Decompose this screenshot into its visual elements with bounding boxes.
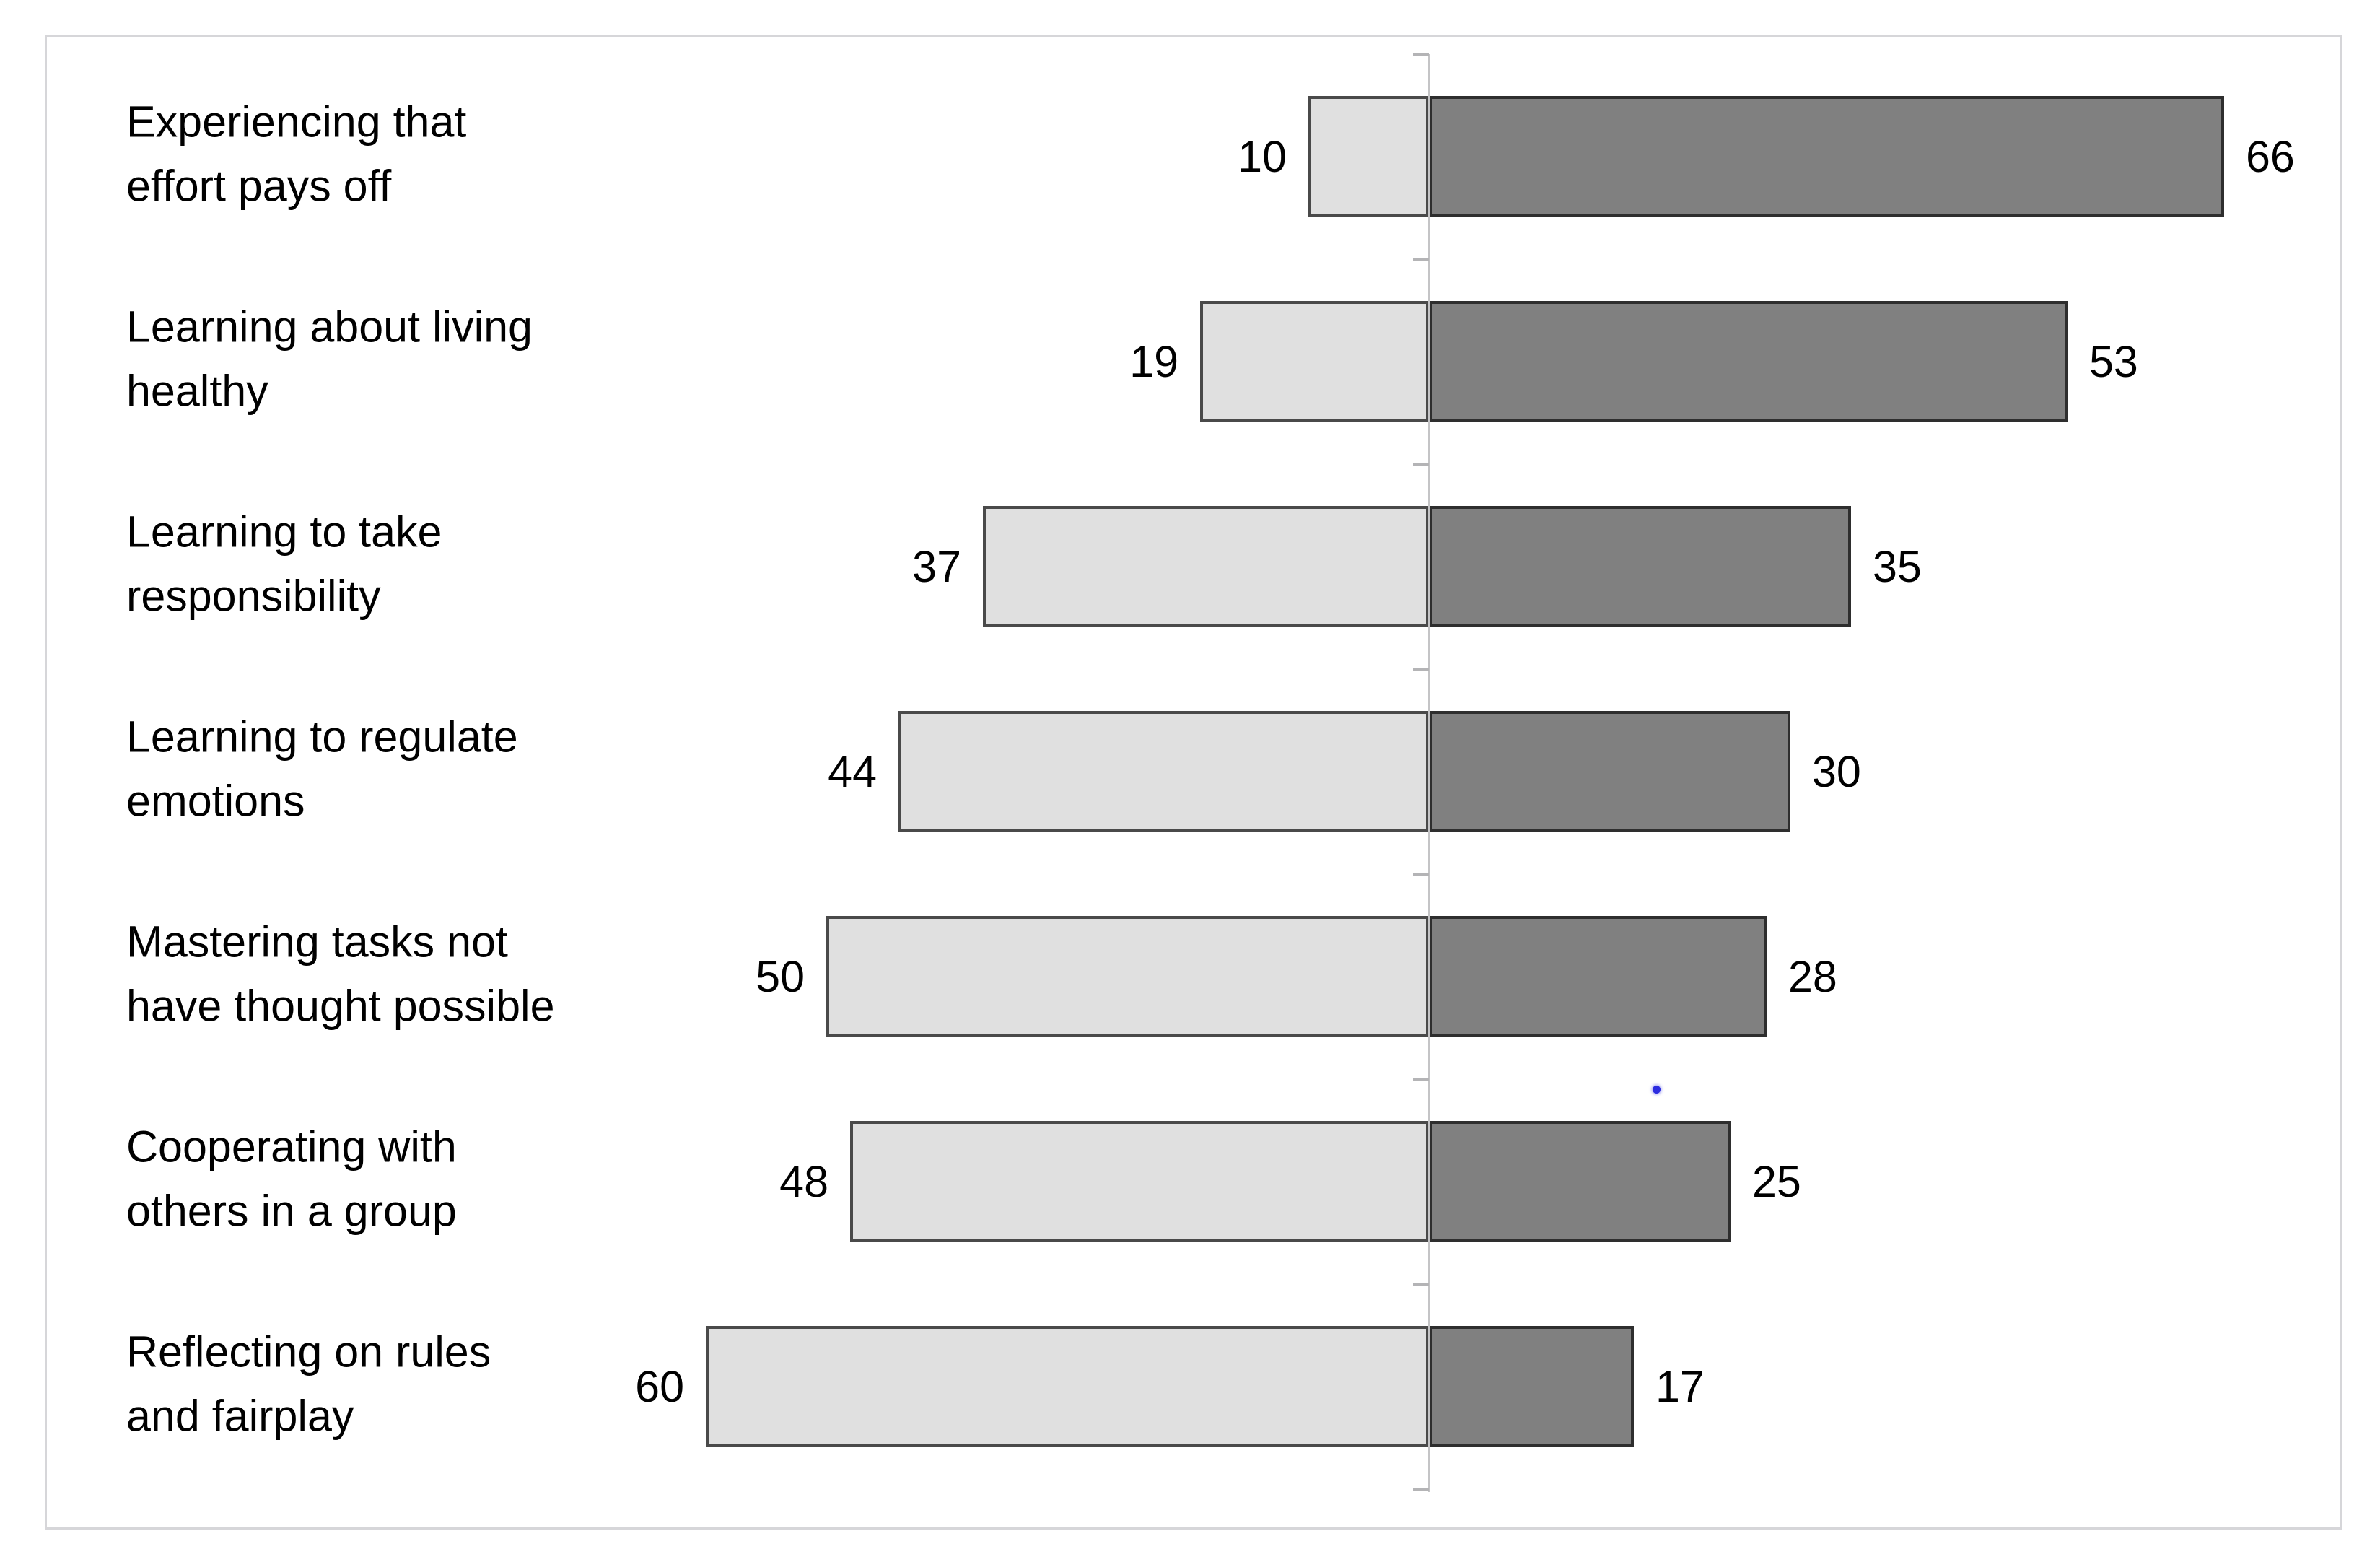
bar-left-7 (706, 1326, 1429, 1447)
category-row: Reflecting on rules and fairplay 60 17 (0, 1284, 2380, 1489)
category-label-line: Learning to regulate (126, 712, 518, 762)
category-label-line: and fairplay (126, 1391, 354, 1441)
bar-left-2 (1200, 301, 1429, 422)
category-row: Learning to take responsibility 37 35 (0, 464, 2380, 669)
bar-right-6 (1429, 1121, 1731, 1242)
value-label-right: 35 (1873, 542, 1922, 591)
value-label-right: 53 (2089, 337, 2138, 386)
category-label-line: effort pays off (126, 161, 392, 211)
category-row: Learning to regulate emotions 44 30 (0, 669, 2380, 874)
category-label: Mastering tasks not have thought possible (126, 909, 555, 1038)
bar-left-3 (983, 506, 1429, 627)
axis-tick (1413, 53, 1429, 56)
category-label: Experiencing that effort pays off (126, 90, 466, 218)
category-row: Cooperating with others in a group 48 25 (0, 1079, 2380, 1284)
bar-left-4 (898, 711, 1429, 832)
category-label: Reflecting on rules and fairplay (126, 1319, 491, 1448)
bar-right-7 (1429, 1326, 1634, 1447)
category-axis-line (1428, 54, 1430, 1492)
value-label-right: 25 (1752, 1157, 1801, 1206)
category-label: Cooperating with others in a group (126, 1114, 457, 1243)
bar-left-1 (1308, 96, 1429, 217)
category-label: Learning about living healthy (126, 294, 533, 423)
value-label-right: 28 (1788, 952, 1837, 1001)
stray-blue-dot (1653, 1086, 1661, 1094)
category-label-line: Reflecting on rules (126, 1327, 491, 1376)
category-label-line: have thought possible (126, 981, 555, 1031)
bar-left-5 (826, 916, 1429, 1037)
category-label-line: Learning to take (126, 507, 442, 557)
axis-tick (1413, 463, 1429, 466)
value-label-right: 30 (1812, 747, 1861, 796)
category-label-line: others in a group (126, 1186, 457, 1236)
bar-right-4 (1429, 711, 1790, 832)
axis-tick (1413, 1078, 1429, 1081)
category-label-line: Experiencing that (126, 97, 467, 147)
value-label-left: 44 (828, 747, 877, 796)
category-label-line: Learning about living (126, 302, 533, 352)
category-row: Learning about living healthy 19 53 (0, 259, 2380, 464)
category-label-line: healthy (126, 366, 268, 416)
value-label-left: 19 (1129, 337, 1178, 386)
category-label-line: emotions (126, 776, 305, 826)
value-label-left: 48 (779, 1157, 828, 1206)
category-row: Experiencing that effort pays off 10 66 (0, 54, 2380, 259)
value-label-left: 50 (756, 952, 805, 1001)
value-label-left: 37 (912, 542, 961, 591)
value-label-left: 60 (635, 1362, 684, 1411)
bar-right-5 (1429, 916, 1767, 1037)
value-label-right: 17 (1655, 1362, 1705, 1411)
axis-tick (1413, 1283, 1429, 1286)
category-label: Learning to regulate emotions (126, 704, 518, 833)
axis-tick (1413, 1488, 1429, 1491)
bar-right-2 (1429, 301, 2068, 422)
value-label-left: 10 (1238, 132, 1287, 181)
value-label-right: 66 (2246, 132, 2295, 181)
axis-tick (1413, 258, 1429, 261)
axis-tick (1413, 668, 1429, 671)
bar-right-1 (1429, 96, 2224, 217)
category-row: Mastering tasks not have thought possible… (0, 874, 2380, 1079)
category-label: Learning to take responsibility (126, 499, 442, 628)
bar-right-3 (1429, 506, 1851, 627)
bar-left-6 (850, 1121, 1429, 1242)
category-label-line: Cooperating with (126, 1122, 457, 1172)
axis-tick (1413, 873, 1429, 876)
category-label-line: Mastering tasks not (126, 917, 508, 967)
category-label-line: responsibility (126, 571, 381, 621)
